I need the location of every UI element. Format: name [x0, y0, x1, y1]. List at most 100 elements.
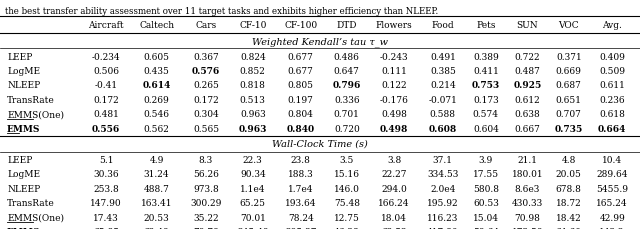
- Text: 0.722: 0.722: [515, 52, 540, 61]
- Text: VOC: VOC: [559, 21, 579, 30]
- Text: 430.33: 430.33: [511, 199, 543, 208]
- Text: 78.24: 78.24: [288, 213, 314, 222]
- Text: 37.1: 37.1: [433, 155, 453, 164]
- Text: 0.565: 0.565: [193, 124, 219, 134]
- Text: 0.122: 0.122: [381, 81, 407, 90]
- Text: -0.234: -0.234: [92, 52, 120, 61]
- Text: LEEP: LEEP: [7, 52, 33, 61]
- Text: 0.824: 0.824: [240, 52, 266, 61]
- Text: 75.48: 75.48: [334, 199, 360, 208]
- Text: 253.8: 253.8: [93, 184, 119, 193]
- Text: 0.796: 0.796: [333, 81, 361, 90]
- Text: 0.852: 0.852: [240, 67, 266, 76]
- Text: LogME: LogME: [7, 67, 40, 76]
- Text: 0.805: 0.805: [288, 81, 314, 90]
- Text: 0.509: 0.509: [599, 67, 625, 76]
- Text: 0.389: 0.389: [473, 52, 499, 61]
- Text: 0.840: 0.840: [287, 124, 315, 134]
- Text: 2.0e4: 2.0e4: [430, 184, 456, 193]
- Text: 65.25: 65.25: [240, 199, 266, 208]
- Text: 580.8: 580.8: [473, 184, 499, 193]
- Text: -0.071: -0.071: [428, 95, 458, 105]
- Text: 22.27: 22.27: [381, 170, 407, 179]
- Text: 17.43: 17.43: [93, 213, 119, 222]
- Text: 294.0: 294.0: [381, 184, 407, 193]
- Text: 0.513: 0.513: [240, 95, 266, 105]
- Text: 163.41: 163.41: [141, 199, 172, 208]
- Text: 3.5: 3.5: [340, 155, 354, 164]
- Text: 195.92: 195.92: [427, 199, 459, 208]
- Text: 0.611: 0.611: [599, 81, 625, 90]
- Text: 1.1e4: 1.1e4: [240, 184, 266, 193]
- Text: 3.9: 3.9: [479, 155, 493, 164]
- Text: 0.612: 0.612: [515, 95, 540, 105]
- Text: 0.487: 0.487: [515, 67, 540, 76]
- Text: Food: Food: [431, 21, 454, 30]
- Text: 70.01: 70.01: [240, 213, 266, 222]
- Text: 0.173: 0.173: [473, 95, 499, 105]
- Text: LEEP: LEEP: [7, 155, 33, 164]
- Text: TransRate: TransRate: [7, 95, 55, 105]
- Text: 0.269: 0.269: [144, 95, 170, 105]
- Text: 42.99: 42.99: [600, 213, 625, 222]
- Text: SUN: SUN: [516, 21, 538, 30]
- Text: Flowers: Flowers: [376, 21, 412, 30]
- Text: Aircraft: Aircraft: [88, 21, 124, 30]
- Text: 0.214: 0.214: [430, 81, 456, 90]
- Text: 0.588: 0.588: [430, 110, 456, 119]
- Text: 1.7e4: 1.7e4: [288, 184, 314, 193]
- Text: Wall-Clock Time (s): Wall-Clock Time (s): [272, 139, 368, 148]
- Text: DTD: DTD: [337, 21, 357, 30]
- Text: CF-10: CF-10: [239, 21, 266, 30]
- Text: 0.638: 0.638: [515, 110, 540, 119]
- Text: 0.963: 0.963: [239, 124, 267, 134]
- Text: 0.667: 0.667: [515, 124, 540, 134]
- Text: Weighted Kendall’s tau τ_w: Weighted Kendall’s tau τ_w: [252, 37, 388, 47]
- Text: 64.60: 64.60: [556, 227, 582, 229]
- Text: 116.23: 116.23: [427, 213, 458, 222]
- Text: 0.556: 0.556: [92, 124, 120, 134]
- Text: 0.498: 0.498: [381, 110, 407, 119]
- Text: EMMS(One): EMMS(One): [7, 110, 64, 119]
- Text: 0.498: 0.498: [380, 124, 408, 134]
- Text: 23.8: 23.8: [291, 155, 311, 164]
- Text: 0.818: 0.818: [240, 81, 266, 90]
- Text: 0.804: 0.804: [288, 110, 314, 119]
- Text: 0.367: 0.367: [193, 52, 219, 61]
- Text: 31.24: 31.24: [144, 170, 170, 179]
- Text: 63.49: 63.49: [144, 227, 170, 229]
- Text: 193.64: 193.64: [285, 199, 317, 208]
- Text: 0.677: 0.677: [288, 52, 314, 61]
- Text: 0.605: 0.605: [144, 52, 170, 61]
- Text: CF-100: CF-100: [284, 21, 317, 30]
- Text: 0.963: 0.963: [240, 110, 266, 119]
- Text: 0.651: 0.651: [556, 95, 582, 105]
- Text: 0.409: 0.409: [599, 52, 625, 61]
- Text: 0.411: 0.411: [473, 67, 499, 76]
- Text: 0.677: 0.677: [288, 67, 314, 76]
- Text: LogME: LogME: [7, 170, 40, 179]
- Text: 30.36: 30.36: [93, 170, 119, 179]
- Text: 0.304: 0.304: [193, 110, 219, 119]
- Text: 0.618: 0.618: [599, 110, 625, 119]
- Text: 0.385: 0.385: [430, 67, 456, 76]
- Text: 143.2: 143.2: [600, 227, 625, 229]
- Text: EMMS(One): EMMS(One): [7, 213, 64, 222]
- Text: 289.64: 289.64: [596, 170, 628, 179]
- Text: 0.562: 0.562: [144, 124, 170, 134]
- Text: 3.8: 3.8: [387, 155, 401, 164]
- Text: 245.49: 245.49: [237, 227, 269, 229]
- Text: 417.80: 417.80: [427, 227, 459, 229]
- Text: 300.29: 300.29: [190, 199, 221, 208]
- Text: 0.735: 0.735: [555, 124, 583, 134]
- Text: Pets: Pets: [476, 21, 495, 30]
- Text: 173.59: 173.59: [511, 227, 543, 229]
- Text: 0.172: 0.172: [93, 95, 119, 105]
- Text: Cars: Cars: [195, 21, 216, 30]
- Text: 0.614: 0.614: [143, 81, 171, 90]
- Text: 5.1: 5.1: [99, 155, 113, 164]
- Text: -0.243: -0.243: [380, 52, 408, 61]
- Text: 0.707: 0.707: [556, 110, 582, 119]
- Text: 5455.9: 5455.9: [596, 184, 628, 193]
- Text: 0.576: 0.576: [192, 67, 220, 76]
